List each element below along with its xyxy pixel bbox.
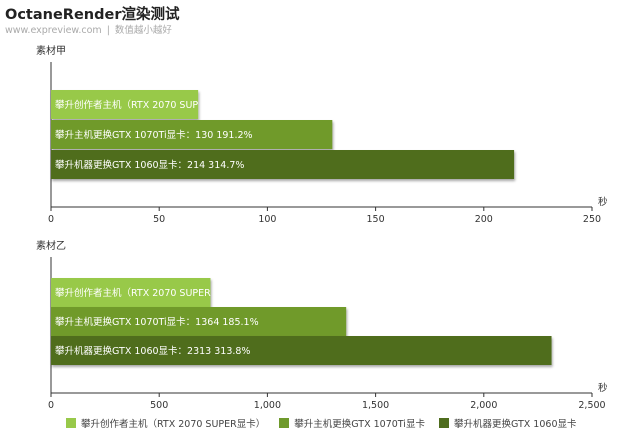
- panel1-tick-label: 200: [475, 214, 493, 225]
- panel1-bar-label: 攀升机器更换GTX 1060显卡：214 314.7%: [55, 159, 244, 171]
- subtitle-site: www.expreview.com: [5, 25, 102, 36]
- panel1-bar: [51, 150, 515, 179]
- panel2-tick-label: 1,000: [254, 400, 281, 411]
- panel2-tick-label: 0: [48, 400, 54, 411]
- legend-item-gtx1060[interactable]: 攀升机器更换GTX 1060显卡: [438, 416, 577, 430]
- legend-label-rtx2070: 攀升创作者主机（RTX 2070 SUPER显卡）: [81, 419, 266, 430]
- panel2-bar-label: 攀升创作者主机（RTX 2070 SUPER显卡）: [55, 287, 239, 299]
- panel1-bar-label: 攀升创作者主机（RTX 2070 SUPER显卡）: [55, 99, 239, 111]
- panel1-tick-label: 100: [258, 214, 276, 225]
- legend-item-gtx1070ti[interactable]: 攀升主机更换GTX 1070Ti显卡: [279, 416, 425, 430]
- chart-title: OctaneRender渲染测试: [5, 7, 180, 23]
- panel1-tick-label: 150: [367, 214, 385, 225]
- panel2-tick-label: 1,500: [362, 400, 389, 411]
- legend-label-gtx1070ti: 攀升主机更换GTX 1070Ti显卡: [294, 419, 425, 430]
- legend-swatch-gtx1060: [438, 418, 449, 428]
- panel2-bar: [51, 336, 552, 365]
- panel2-tick-label: 2,000: [470, 400, 497, 411]
- panel2-tick-label: 2,500: [578, 400, 605, 411]
- panel1-tick-label: 250: [583, 214, 601, 225]
- subtitle-slogan: 数值越小越好: [114, 25, 172, 36]
- panel1-tick-label: 50: [153, 214, 165, 225]
- panel2-bar-label: 攀升机器更换GTX 1060显卡：2313 313.8%: [55, 345, 250, 357]
- panel1-x-unit-label: 秒: [598, 196, 608, 208]
- legend-item-rtx2070[interactable]: 攀升创作者主机（RTX 2070 SUPER显卡）: [66, 416, 265, 430]
- panel2-bar: [51, 307, 347, 336]
- panel1-bar-label: 攀升主机更换GTX 1070Ti显卡：130 191.2%: [55, 129, 253, 141]
- legend: 攀升创作者主机（RTX 2070 SUPER显卡） 攀升主机更换GTX 1070…: [66, 416, 590, 430]
- panel2-group: 素材乙 0 500 1,000 1,500 2,000 2,500 秒 攀升创作者主机（RTX …: [36, 239, 608, 411]
- legend-label-gtx1060: 攀升机器更换GTX 1060显卡: [453, 419, 577, 430]
- panel2-label: 素材乙: [36, 239, 66, 252]
- panel1-group: 素材甲 0 50 100 150 200 250 秒 攀升创作者主机（RTX 2070 SUPE…: [36, 44, 608, 225]
- panel2-bar: [51, 278, 211, 307]
- legend-swatch-rtx2070: [66, 418, 76, 428]
- panel1-bar: [51, 90, 199, 119]
- panel2-x-unit-label: 秒: [598, 382, 608, 394]
- panel1-bar: [51, 120, 333, 149]
- panel1-tick-label: 0: [48, 214, 54, 225]
- legend-swatch-gtx1070ti: [279, 418, 290, 428]
- panel1-label: 素材甲: [36, 44, 66, 57]
- panel2-bar-label: 攀升主机更换GTX 1070Ti显卡：1364 185.1%: [55, 316, 259, 328]
- chart-subtitle: www.expreview.com | 数值越小越好: [5, 22, 172, 36]
- subtitle-separator: |: [106, 25, 110, 36]
- panel2-tick-label: 500: [150, 400, 168, 411]
